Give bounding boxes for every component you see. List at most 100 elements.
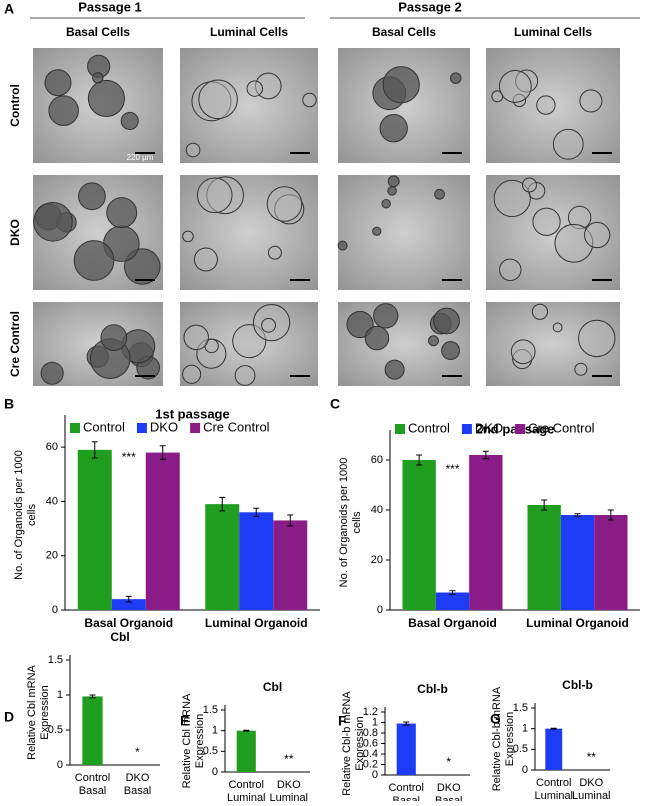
y-tick-label: 20 xyxy=(371,554,383,566)
y-tick-label: 1.5 xyxy=(513,702,528,714)
y-tick-label: 0.5 xyxy=(513,743,528,755)
error-bar xyxy=(403,721,410,726)
panel-letter: E xyxy=(180,713,189,729)
organoid xyxy=(387,175,400,188)
y-axis-label: cells xyxy=(26,504,38,527)
legend-swatch xyxy=(461,424,472,434)
organoid xyxy=(120,111,139,130)
y-axis-label: No. of Organoids per 1000 xyxy=(338,458,350,588)
bar xyxy=(77,449,112,610)
organoid xyxy=(261,317,276,333)
organoid xyxy=(48,95,79,126)
y-axis-label: Relative Cbl-b mRNA xyxy=(341,691,353,796)
organoid xyxy=(78,182,106,211)
x-tick-label: Luminal Organoid xyxy=(526,616,629,630)
legend-label: Cre Control xyxy=(203,419,270,434)
organoid xyxy=(428,335,439,347)
legend-swatch xyxy=(190,423,201,433)
x-tick-label: Control Luminal xyxy=(534,777,573,801)
y-tick-label: 1.5 xyxy=(203,704,218,716)
organoid xyxy=(196,177,233,214)
organoid xyxy=(106,197,138,229)
organoid xyxy=(267,245,282,260)
y-tick-label: 1 xyxy=(57,689,63,701)
micrograph xyxy=(338,175,470,290)
column-label: Basal Cells xyxy=(372,25,436,39)
organoid xyxy=(510,339,536,365)
error-bar xyxy=(574,513,581,517)
organoid xyxy=(532,207,561,236)
bar xyxy=(594,515,628,610)
row-label: DKO xyxy=(8,219,22,246)
x-tick-label: DKO Luminal xyxy=(269,779,308,801)
y-axis-label: Expression xyxy=(194,714,206,768)
legend-swatch xyxy=(515,424,526,434)
y-axis-label: cells xyxy=(351,511,363,534)
chart-title: 1st passage xyxy=(155,406,229,421)
y-tick-label: 0 xyxy=(522,764,528,776)
organoid xyxy=(198,79,238,120)
y-axis-label: Expression xyxy=(504,712,516,766)
y-tick-label: 0 xyxy=(52,604,58,616)
bar xyxy=(469,455,503,610)
bar xyxy=(205,504,240,610)
row-label: Cre Control xyxy=(8,311,22,377)
y-tick-label: 1.2 xyxy=(363,706,378,718)
error-bar xyxy=(125,595,132,603)
panel-letter: F xyxy=(338,713,347,729)
y-tick-label: 20 xyxy=(46,550,58,562)
x-tick-label: Basal Organoid xyxy=(408,616,497,630)
panel-letter: A xyxy=(4,1,14,17)
y-axis-label: Relative Cbl-b mRNA xyxy=(491,686,503,791)
organoid xyxy=(183,324,209,351)
panel-letter: D xyxy=(4,709,14,725)
y-tick-label: 0 xyxy=(212,766,218,778)
organoid xyxy=(579,89,603,113)
y-tick-label: 0.4 xyxy=(363,748,378,760)
bar xyxy=(236,730,256,772)
column-label: Luminal Cells xyxy=(514,25,592,39)
chart-title: 2nd passage xyxy=(476,421,555,436)
error-bar xyxy=(541,499,548,511)
y-tick-label: 0 xyxy=(372,769,378,781)
bar xyxy=(396,723,416,775)
error-bar xyxy=(219,496,226,512)
y-tick-label: 0 xyxy=(57,759,63,771)
organoid xyxy=(493,179,531,218)
error-bar xyxy=(89,694,96,699)
significance: ** xyxy=(587,750,597,764)
organoid xyxy=(33,201,73,242)
chart-title: Cbl xyxy=(110,630,129,644)
y-axis-label: Expression xyxy=(39,685,51,739)
y-tick-label: 0.8 xyxy=(363,727,378,739)
bar xyxy=(402,460,436,610)
organoid xyxy=(182,364,202,384)
organoid xyxy=(578,319,616,358)
significance: *** xyxy=(122,450,136,464)
organoid xyxy=(498,69,532,103)
legend-label: Cre Control xyxy=(528,420,595,435)
y-tick-label: 1 xyxy=(372,716,378,728)
scale-label: 220 µm xyxy=(127,153,154,162)
legend-label: DKO xyxy=(150,419,178,434)
chart-title: Cbl-b xyxy=(562,678,593,692)
organoid xyxy=(433,307,460,335)
organoid xyxy=(387,186,397,196)
micrograph xyxy=(338,48,470,163)
organoid xyxy=(182,230,194,243)
organoid xyxy=(449,72,462,84)
organoid xyxy=(441,341,460,360)
legend-label: Control xyxy=(83,419,125,434)
bar xyxy=(527,505,561,610)
organoid xyxy=(266,186,303,222)
organoid xyxy=(87,79,125,118)
bar xyxy=(239,512,274,610)
legend-label: DKO xyxy=(475,420,503,435)
legend-swatch xyxy=(136,423,147,433)
y-axis-label: No. of Organoids per 1000 xyxy=(13,450,25,580)
legend-swatch xyxy=(395,424,405,434)
x-tick-label: Control Basal xyxy=(75,772,110,797)
organoid xyxy=(44,69,72,97)
organoid xyxy=(499,258,522,282)
